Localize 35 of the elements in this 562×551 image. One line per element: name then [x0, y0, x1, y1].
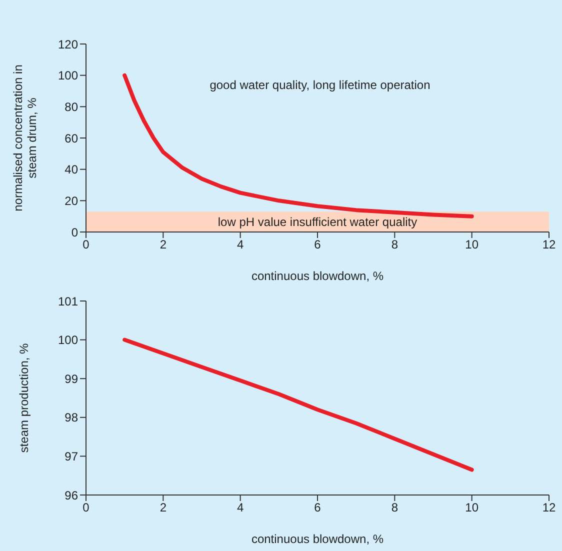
band-label: low pH value insufficient water quality — [218, 215, 418, 230]
y-tick-label: 20 — [64, 194, 78, 208]
x-tick-label: 6 — [314, 500, 322, 515]
y-axis-title: normalised concentration in steam drum, % — [11, 64, 39, 212]
x-axis-title: continuous blowdown, % — [251, 532, 384, 546]
y-tick-label: 101 — [58, 294, 78, 308]
x-tick-label: 0 — [82, 238, 90, 252]
y-tick-label: 100 — [58, 68, 78, 83]
x-tick-label: 12 — [542, 500, 556, 515]
y-tick-label: 96 — [64, 488, 78, 502]
x-tick-label: 10 — [465, 500, 479, 515]
x-tick-label: 6 — [314, 238, 322, 252]
x-tick-label: 12 — [542, 238, 556, 252]
y-tick-label: 60 — [64, 131, 78, 146]
x-axis-title: continuous blowdown, % — [251, 269, 384, 283]
line-series — [122, 338, 474, 472]
y-tick-label: 98 — [64, 410, 78, 425]
x-tick-label: 2 — [160, 500, 167, 515]
x-tick-label: 4 — [236, 238, 244, 252]
y-axis-title: steam production, % — [17, 342, 31, 453]
y-tick-label: 120 — [58, 37, 78, 52]
x-tick-label: 8 — [391, 238, 398, 252]
annotation: good water quality, long lifetime operation — [208, 78, 432, 92]
y-tick-label: 0 — [71, 225, 78, 240]
x-tick-label: 0 — [82, 500, 90, 515]
x-tick-label: 10 — [465, 238, 479, 252]
line-series — [122, 73, 474, 218]
y-tick-label: 80 — [64, 100, 78, 114]
x-tick-label: 2 — [160, 238, 167, 252]
x-tick-label: 8 — [391, 500, 398, 515]
y-tick-label: 40 — [64, 162, 78, 177]
y-tick-label: 99 — [64, 372, 78, 386]
x-tick-label: 4 — [236, 500, 244, 515]
y-tick-label: 97 — [64, 449, 78, 464]
y-tick-label: 100 — [58, 333, 78, 348]
